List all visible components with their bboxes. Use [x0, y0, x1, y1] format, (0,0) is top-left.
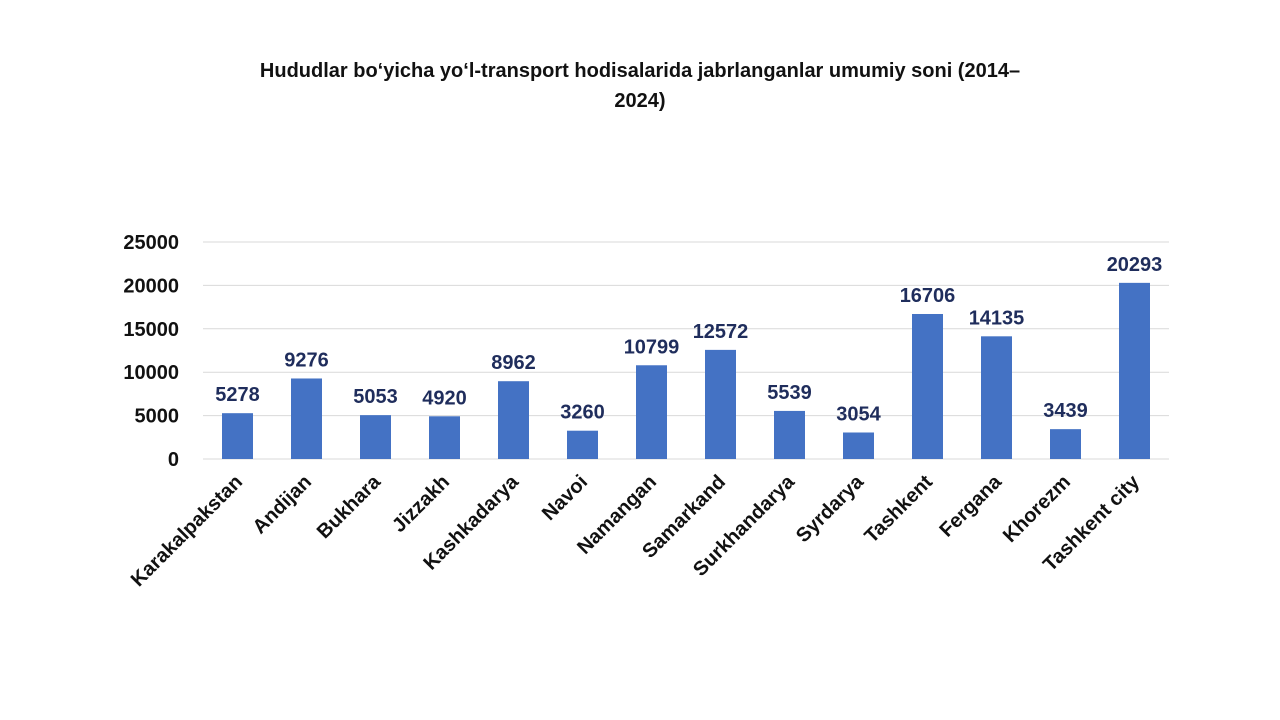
bar [360, 415, 391, 459]
y-tick-label: 10000 [123, 362, 179, 384]
data-label: 5539 [767, 382, 812, 404]
data-label: 9276 [284, 349, 329, 371]
bar [567, 430, 598, 459]
y-axis-ticks: 0 5000 10000 15000 20000 25000 [123, 232, 179, 471]
bar [498, 381, 529, 459]
data-label: 8962 [491, 352, 536, 374]
chart-title: Hududlar bo‘yicha yo‘l-transport hodisal… [190, 56, 1090, 116]
data-label: 5053 [353, 386, 398, 408]
x-tick-label: Fergana [935, 470, 1006, 541]
data-label: 10799 [624, 336, 680, 358]
data-label: 14135 [969, 307, 1025, 329]
chart-title-line-2: 2024) [614, 90, 666, 112]
bar [981, 336, 1012, 459]
data-label: 5278 [215, 384, 260, 406]
bar [222, 413, 253, 459]
data-label: 16706 [900, 285, 956, 307]
y-tick-label: 5000 [135, 406, 180, 428]
data-label: 3260 [560, 402, 605, 424]
bar [912, 313, 943, 459]
x-tick-label: Karakalpakstan [127, 471, 247, 591]
y-tick-label: 25000 [123, 232, 179, 254]
bar [1119, 282, 1150, 459]
bar [705, 349, 736, 459]
chart-title-line-1: Hududlar bo‘yicha yo‘l-transport hodisal… [259, 60, 1021, 82]
x-tick-label: Andijan [249, 471, 316, 538]
x-tick-label: Syrdarya [792, 470, 869, 547]
bar [636, 365, 667, 459]
x-tick-label: Tashkent [860, 471, 937, 548]
x-tick-label: Navoi [538, 471, 592, 525]
y-tick-label: 20000 [123, 275, 179, 297]
bar [843, 432, 874, 459]
data-label: 12572 [693, 321, 749, 343]
y-tick-label: 15000 [123, 319, 179, 341]
bar [291, 378, 322, 459]
y-tick-label: 0 [168, 449, 179, 471]
x-tick-label: Bukhara [313, 470, 386, 543]
bars [222, 282, 1150, 459]
data-label: 3054 [836, 403, 881, 425]
bar [774, 410, 805, 459]
bar [1050, 429, 1081, 459]
data-labels: 5278 9276 5053 4920 8962 3260 10799 12572 5539 30… [215, 254, 1162, 426]
data-label: 4920 [422, 387, 467, 409]
data-label: 3439 [1043, 400, 1088, 422]
gridlines [203, 241, 1169, 460]
bar [429, 416, 460, 459]
x-tick-label: Jizzakh [388, 471, 454, 537]
data-label: 20293 [1107, 254, 1163, 276]
